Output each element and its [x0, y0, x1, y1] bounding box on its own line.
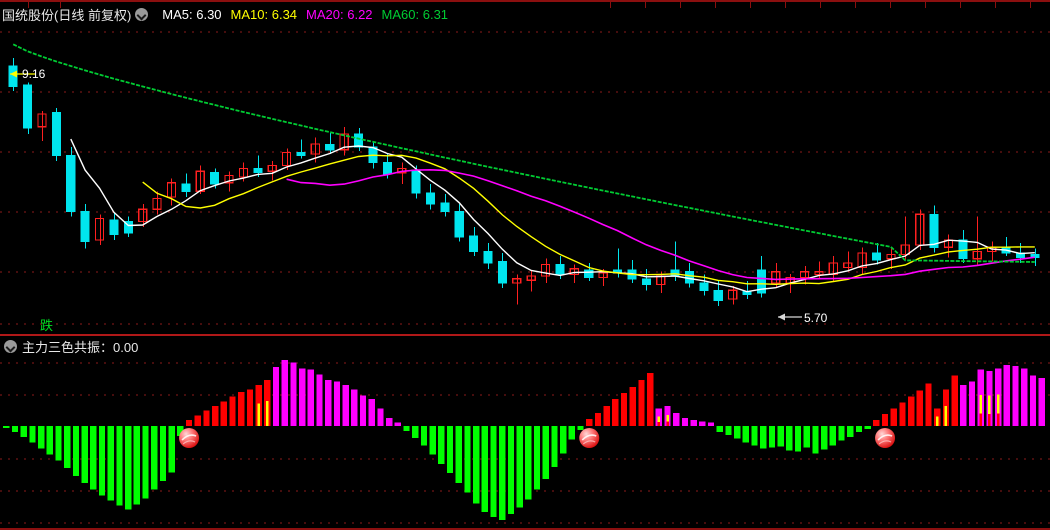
ma10-readout: MA10: 6.34: [230, 7, 298, 22]
signal-marker: [579, 428, 600, 448]
histogram-svg: [0, 360, 1050, 524]
ma5-readout: MA5: 6.30: [162, 7, 222, 22]
panel-separator: [0, 334, 1050, 336]
indicator-chart-panel[interactable]: [0, 355, 1050, 530]
page-title: 国统股份(日线 前复权): [2, 8, 132, 23]
chevron-down-icon[interactable]: [4, 339, 17, 353]
ma20-readout: MA20: 6.22: [306, 7, 373, 22]
chart-header: 国统股份(日线 前复权) MA5: 6.30 MA10: 6.34 MA20: …: [0, 5, 1050, 24]
price-chart-panel[interactable]: 9.16 5.70: [0, 24, 1050, 334]
low-price-label: 5.70: [804, 311, 828, 325]
indicator-header: 主力三色共振：0.00: [0, 337, 1050, 355]
signal-marker: [875, 428, 896, 448]
ma60-readout: MA60: 6.31: [381, 7, 449, 22]
signal-marker: [179, 428, 200, 448]
indicator-title: 主力三色共振：0.00: [22, 339, 139, 355]
fall-tag: 跌: [40, 318, 54, 333]
chevron-down-icon[interactable]: [135, 8, 149, 21]
high-price-label: 9.16: [22, 67, 46, 81]
candlestick-svg: 9.16 5.70: [0, 31, 1050, 325]
